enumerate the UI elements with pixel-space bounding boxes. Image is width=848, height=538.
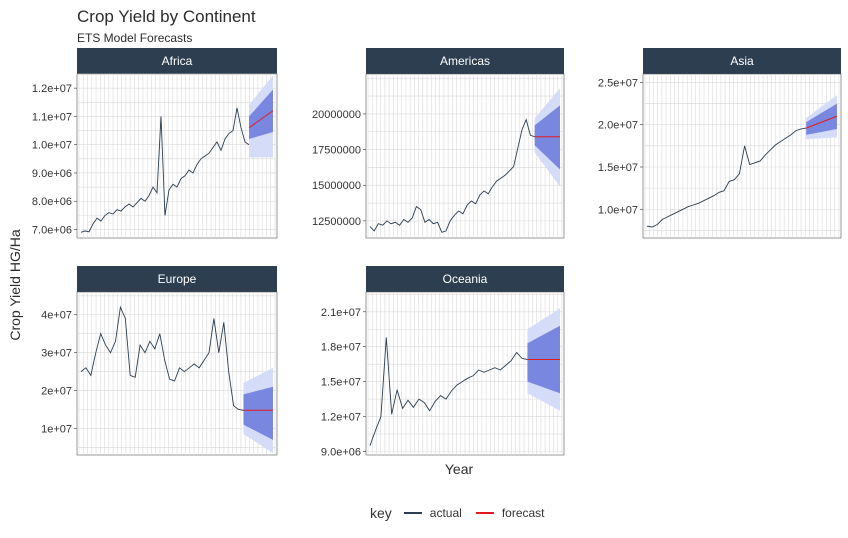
strip-oceania	[366, 266, 564, 292]
strip-label-asia: Asia	[730, 54, 754, 68]
y-tick-label-americas: 15000000	[312, 180, 361, 192]
strip-label-europe: Europe	[158, 272, 197, 286]
strip-asia	[643, 48, 841, 74]
y-tick-label-oceania: 1.5e+07	[321, 377, 361, 389]
y-tick-label-oceania: 1.8e+07	[321, 342, 361, 354]
strip-label-americas: Americas	[440, 54, 490, 68]
y-tick-label-africa: 1.1e+07	[32, 111, 72, 123]
y-tick-label-americas: 12500000	[312, 216, 361, 228]
strip-label-oceania: Oceania	[443, 272, 488, 286]
forecast-line-africa	[248, 110, 274, 129]
legend-label-actual: actual	[429, 506, 462, 520]
actual-line-africa	[80, 107, 250, 233]
y-tick-label-africa: 9.0e+06	[32, 168, 72, 180]
band-80-europe	[243, 386, 273, 440]
legend-swatch-actual	[403, 512, 422, 514]
chart-subtitle: ETS Model Forecasts	[77, 31, 193, 45]
y-tick-label-africa: 7.0e+06	[32, 225, 72, 237]
actual-line-oceania	[369, 337, 528, 446]
y-tick-label-europe: 1e+07	[41, 423, 72, 435]
actual-line-europe	[80, 305, 244, 411]
strip-europe	[77, 266, 277, 292]
forecast-line-asia	[806, 115, 838, 129]
band-80-asia	[806, 103, 837, 135]
strip-americas	[366, 48, 564, 74]
y-tick-label-oceania: 1.2e+07	[321, 412, 361, 424]
chart-title: Crop Yield by Continent	[77, 7, 256, 26]
y-tick-label-africa: 1.2e+07	[32, 83, 72, 95]
band-80-africa	[249, 89, 273, 140]
band-80-americas	[534, 105, 560, 170]
legend-title: key	[370, 505, 392, 521]
legend-entry-actual: actual	[403, 506, 462, 520]
y-tick-label-asia: 2.0e+07	[598, 120, 638, 132]
y-tick-label-europe: 3e+07	[41, 348, 72, 360]
y-tick-label-africa: 8.0e+06	[32, 196, 72, 208]
y-tick-label-europe: 2e+07	[41, 386, 72, 398]
legend-label-forecast: forecast	[501, 506, 545, 520]
x-axis-label: Year	[444, 461, 474, 477]
y-tick-label-americas: 20000000	[312, 109, 361, 121]
actual-line-asia	[646, 127, 807, 228]
legend-swatch-forecast	[475, 512, 494, 514]
y-tick-label-asia: 1.5e+07	[598, 162, 638, 174]
legend: key actual forecast	[370, 503, 559, 523]
y-tick-label-asia: 2.5e+07	[598, 77, 638, 89]
y-tick-label-americas: 17500000	[312, 145, 361, 157]
actual-line-americas	[369, 118, 535, 233]
strip-africa	[77, 48, 277, 74]
y-tick-label-europe: 4e+07	[41, 310, 72, 322]
legend-entry-forecast: forecast	[475, 506, 545, 520]
y-tick-label-africa: 1.0e+07	[32, 140, 72, 152]
y-tick-label-oceania: 2.1e+07	[321, 307, 361, 319]
strip-label-africa: Africa	[162, 54, 193, 68]
y-tick-label-asia: 1.0e+07	[598, 204, 638, 216]
y-tick-label-oceania: 9.0e+06	[321, 447, 361, 459]
